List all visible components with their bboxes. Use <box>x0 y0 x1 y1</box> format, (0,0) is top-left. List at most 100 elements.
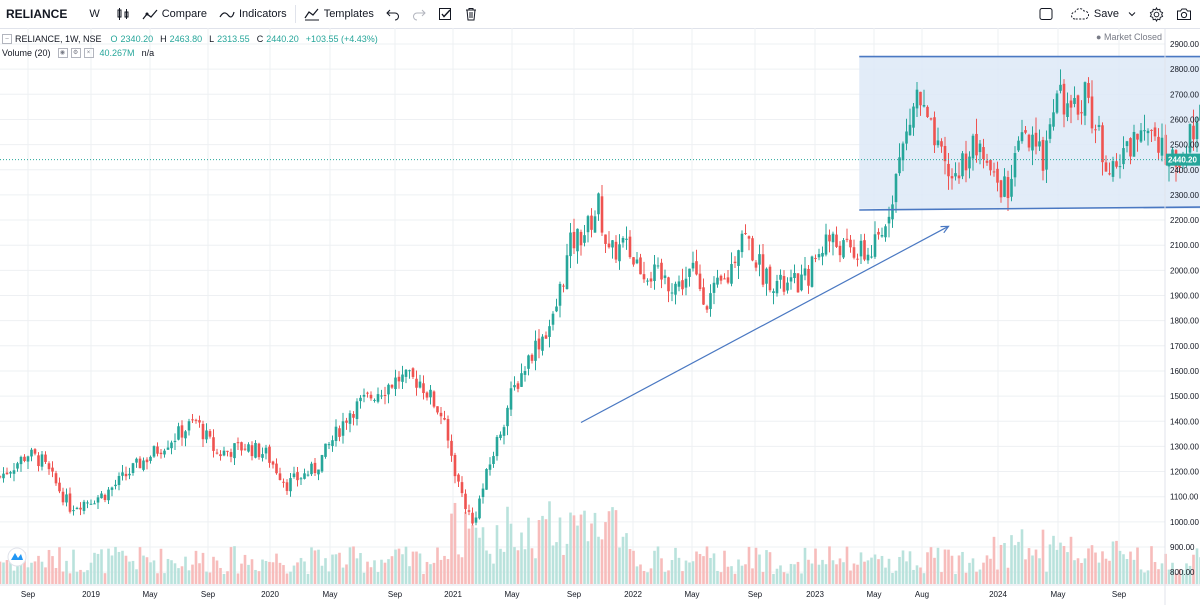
volume-na: n/a <box>141 48 155 58</box>
candle-body <box>541 336 544 351</box>
eye-icon[interactable]: ◉ <box>57 48 68 58</box>
candle-body <box>299 478 303 480</box>
tradingview-logo[interactable] <box>7 547 27 567</box>
settings-small-icon[interactable]: ⚙ <box>70 48 81 58</box>
candle-body <box>418 381 422 388</box>
candle-body <box>1020 132 1024 142</box>
candle-body <box>758 254 761 265</box>
candle-body <box>306 474 310 476</box>
price-chart[interactable]: 2440.20 800.00 900.00 1000.00 1100.00 1200.0… <box>0 28 1200 605</box>
candle-body <box>212 437 215 451</box>
candle-body <box>1129 138 1132 157</box>
volume-bar <box>782 572 786 584</box>
candle-body <box>842 240 845 258</box>
volume-bar <box>537 520 541 584</box>
delete-button[interactable] <box>458 0 484 28</box>
y-tick-label: 2100.00 <box>1170 241 1199 250</box>
candle-body <box>1094 129 1097 131</box>
candle-body <box>649 278 653 282</box>
volume-bar <box>859 552 863 584</box>
volume-bar <box>1076 558 1080 584</box>
candle-body <box>1104 162 1108 172</box>
candle-body <box>1132 131 1136 157</box>
volume-bar <box>86 570 89 584</box>
volume-bar <box>912 569 915 584</box>
close-icon[interactable]: × <box>83 48 94 58</box>
volume-bar <box>5 560 9 584</box>
candle-body <box>194 419 198 421</box>
volume-bar <box>103 573 107 584</box>
volume-bar <box>677 557 681 584</box>
chart-style-button[interactable] <box>110 0 136 28</box>
volume-bar <box>481 527 485 584</box>
candle-body <box>394 377 397 390</box>
candle-body <box>310 463 313 475</box>
redo-icon <box>412 9 426 21</box>
legend-high: 2463.80 <box>169 34 203 44</box>
templates-button[interactable]: Templates <box>298 0 380 28</box>
candle-body <box>1160 137 1164 156</box>
volume-bar <box>334 554 338 584</box>
symbol-search-button[interactable]: RELIANCE <box>6 7 68 21</box>
volume-bar <box>964 572 968 584</box>
trend-drawings[interactable] <box>580 201 1200 424</box>
candle-body <box>618 244 621 262</box>
volume-bar <box>625 533 628 584</box>
toolbar-right: Save <box>1033 0 1200 28</box>
y-tick-label: 1300.00 <box>1170 442 1199 451</box>
price-axis[interactable]: 800.00 900.00 1000.00 1100.00 1200.00 1300.00… <box>1164 28 1199 605</box>
undo-button[interactable] <box>380 0 406 28</box>
range-rectangle[interactable] <box>859 55 1200 209</box>
volume-bar <box>397 548 401 584</box>
candle-body <box>117 475 121 486</box>
volume-bar <box>978 569 982 584</box>
candle-body <box>905 131 908 144</box>
candle-body <box>478 498 481 519</box>
screenshot-button[interactable] <box>1170 0 1200 28</box>
collapse-icon[interactable]: – <box>2 34 12 44</box>
volume-bar <box>156 573 159 584</box>
settings-button[interactable] <box>1143 0 1170 28</box>
volume-bar <box>187 570 191 584</box>
time-axis[interactable]: Sep 2019 May Sep 2020 May Sep 2021 May Sep 2022 May… <box>0 584 1200 599</box>
volume-bar <box>639 564 642 584</box>
volume-bar <box>401 554 404 584</box>
volume-bar <box>544 519 548 584</box>
checkbox-button[interactable] <box>432 0 458 28</box>
volume-legend: Volume (20) ◉ ⚙ × 40.267M n/a <box>2 48 154 58</box>
candle-body <box>908 124 912 136</box>
indicators-button[interactable]: Indicators <box>213 0 293 28</box>
templates-label: Templates <box>323 8 374 20</box>
save-button[interactable]: Save <box>1065 0 1143 28</box>
candle-body <box>1139 130 1143 142</box>
volume-bar <box>72 549 75 584</box>
candle-body <box>201 423 205 440</box>
y-tick-label: 1600.00 <box>1170 367 1199 376</box>
volume-bar <box>1083 558 1087 584</box>
legend-high-label: H <box>160 34 167 44</box>
volume-bar <box>240 563 243 584</box>
candle-body <box>397 376 401 382</box>
candle-body <box>257 443 261 458</box>
candle-body <box>1083 82 1087 116</box>
volume-bar <box>915 565 919 584</box>
volume-bar <box>590 523 593 584</box>
candle-body <box>642 274 646 280</box>
volume-bar <box>1174 573 1178 584</box>
volume-bar <box>436 547 439 584</box>
candle-body <box>1076 95 1080 115</box>
compare-button[interactable]: Compare <box>136 0 213 28</box>
interval-button[interactable]: W <box>89 8 100 20</box>
volume-bar <box>807 559 810 584</box>
x-tick-label: May <box>142 590 157 599</box>
fullscreen-button[interactable] <box>1033 0 1065 28</box>
volume-bar <box>1059 542 1062 584</box>
volume-bar <box>758 554 761 584</box>
volume-bar <box>404 546 408 584</box>
volume-bar <box>793 564 796 584</box>
arrow-up-line <box>580 225 949 424</box>
candle-body <box>684 278 688 288</box>
volume-bar <box>40 561 44 584</box>
redo-button[interactable] <box>406 0 432 28</box>
candle-body <box>898 157 901 174</box>
